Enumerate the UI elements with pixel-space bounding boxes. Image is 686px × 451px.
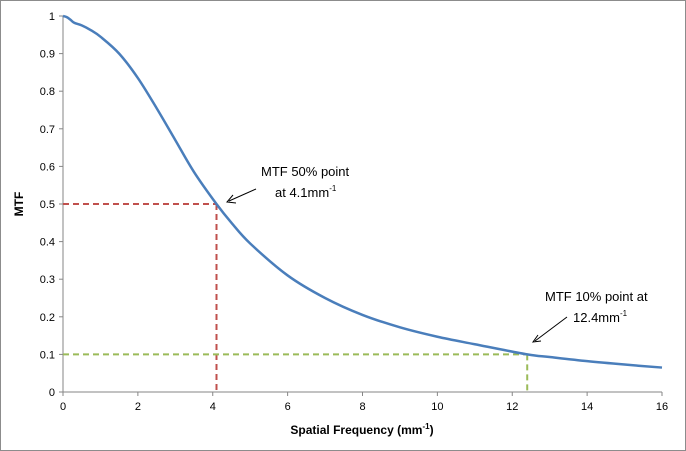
annotation-mtf50-line2: at 4.1mm-1 [275, 184, 337, 200]
annotation-mtf50-line1: MTF 50% point [261, 164, 350, 179]
annotation-mtf50-arrow [228, 188, 257, 202]
x-tick-label: 4 [210, 401, 216, 413]
x-axis-title-main: Spatial Frequency (mm [290, 423, 422, 437]
annotation-mtf10-arrowhead [531, 334, 542, 343]
mtf-curve-0 [62, 14, 663, 369]
y-axis-title: MTF [12, 192, 26, 217]
x-tick-label: 2 [135, 401, 141, 413]
y-tick-label: 0.6 [40, 161, 55, 173]
y-tick-label: 0.7 [40, 124, 55, 136]
y-tick-label: 0.9 [40, 49, 55, 61]
annotation-mtf10-arrow [534, 316, 568, 342]
y-tick-label: 0.5 [40, 199, 55, 211]
x-tick-label: 8 [359, 401, 365, 413]
x-tick-label: 0 [60, 401, 66, 413]
y-tick-label: 0.1 [40, 349, 55, 361]
series-layer [62, 14, 663, 369]
x-axis-title: Spatial Frequency (mm-1) [290, 422, 433, 437]
x-tick-label: 12 [506, 401, 518, 413]
y-tick-label: 0.4 [40, 237, 55, 249]
annotation-mtf10-line1: MTF 10% point at [545, 289, 648, 304]
annotation-mtf50-sup: -1 [329, 184, 337, 193]
axes: 00.10.20.30.40.50.60.70.80.910 2 4 6 8 10 12 14… [40, 11, 668, 413]
x-tick-label: 6 [285, 401, 291, 413]
x-tick-label: 10 [431, 401, 443, 413]
annotation-mtf50-value: at 4.1mm [275, 185, 329, 200]
y-tick-label: 0 [49, 387, 55, 399]
x-tick-label: 14 [581, 401, 593, 413]
y-tick-label: 0.3 [40, 274, 55, 286]
y-tick-label: 0.2 [40, 312, 55, 324]
annotation-mtf10-line2: 12.4mm-1 [573, 309, 628, 325]
x-axis-title-end: ) [430, 423, 434, 437]
y-tick-label: 1 [49, 11, 55, 23]
x-axis-title-sup: -1 [422, 422, 430, 431]
x-tick-label: 16 [656, 401, 668, 413]
annotation-mtf10-sup: -1 [620, 309, 628, 318]
guide-lines [63, 203, 529, 392]
annotation-mtf50-arrowhead [226, 194, 237, 204]
y-tick-label: 0.8 [40, 86, 55, 98]
annotation-mtf10-value: 12.4mm [573, 310, 620, 325]
